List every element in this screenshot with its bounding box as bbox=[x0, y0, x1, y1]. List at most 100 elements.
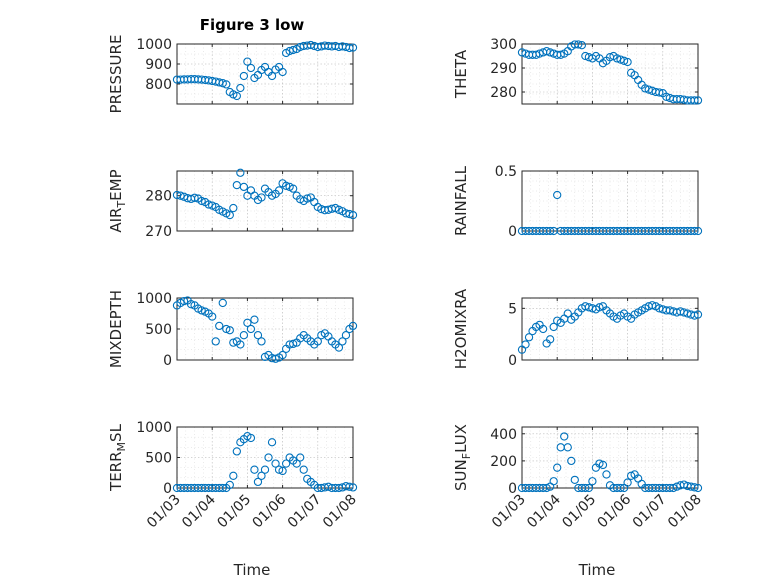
data-point bbox=[348, 43, 358, 52]
data-point bbox=[549, 322, 558, 332]
data-point bbox=[693, 310, 703, 319]
data-point bbox=[274, 186, 284, 195]
axes-box bbox=[521, 297, 699, 361]
data-point bbox=[281, 459, 291, 468]
y-tick-label: 900 bbox=[145, 57, 172, 73]
data-point bbox=[250, 315, 259, 324]
data-point bbox=[232, 447, 241, 456]
data-point bbox=[267, 71, 277, 81]
data-point bbox=[208, 312, 217, 321]
subplot-h2omixra: 0 5 H2OMIXRA bbox=[452, 288, 703, 369]
x-tick-label: 01/07 bbox=[285, 492, 325, 532]
data-point bbox=[229, 471, 238, 480]
data-point bbox=[225, 480, 234, 490]
x-axis-label: Time bbox=[578, 561, 616, 579]
data-point bbox=[246, 433, 256, 443]
data-point bbox=[236, 168, 245, 177]
data-point bbox=[222, 80, 231, 89]
data-point bbox=[546, 226, 555, 236]
data-point bbox=[243, 318, 252, 327]
figure-title: Figure 3 low bbox=[200, 16, 305, 34]
data-point bbox=[598, 460, 608, 470]
data-point bbox=[345, 43, 354, 53]
data-point bbox=[250, 465, 259, 474]
y-tick-label: 1000 bbox=[136, 291, 172, 307]
data-point bbox=[334, 343, 344, 352]
data-point bbox=[574, 40, 583, 49]
data-point bbox=[602, 470, 611, 479]
data-point bbox=[595, 303, 604, 312]
data-point bbox=[246, 63, 256, 73]
y-axis-label: MIXDEPTH bbox=[107, 290, 125, 368]
data-point bbox=[218, 483, 227, 493]
data-point bbox=[190, 193, 199, 202]
data-point bbox=[274, 465, 284, 474]
data-point bbox=[197, 306, 206, 315]
data-point bbox=[278, 67, 287, 77]
data-point bbox=[271, 354, 280, 363]
y-tick-label: 0 bbox=[163, 481, 172, 497]
y-tick-label: 0 bbox=[163, 353, 172, 369]
y-tick-label: 5 bbox=[508, 301, 517, 317]
data-point bbox=[289, 184, 298, 193]
y-tick-label: 200 bbox=[490, 454, 517, 470]
data-point bbox=[236, 83, 245, 93]
data-point bbox=[669, 483, 678, 493]
data-point bbox=[612, 54, 622, 63]
y-tick-label: 1000 bbox=[136, 420, 172, 436]
data-point bbox=[218, 79, 227, 88]
data-point bbox=[176, 191, 185, 200]
data-point bbox=[693, 483, 703, 493]
x-tick-label: 01/08 bbox=[665, 492, 705, 532]
x-tick-label: 01/06 bbox=[250, 491, 290, 531]
data-point bbox=[278, 466, 287, 476]
data-point bbox=[563, 443, 572, 452]
data-point bbox=[345, 209, 354, 219]
data-point bbox=[626, 471, 636, 480]
x-tick-label: 01/08 bbox=[320, 492, 360, 532]
data-point bbox=[338, 337, 347, 346]
y-tick-label: 400 bbox=[490, 427, 517, 443]
data-point bbox=[239, 71, 249, 81]
data-point bbox=[535, 49, 544, 58]
data-point bbox=[303, 194, 312, 203]
axes-box bbox=[176, 170, 354, 232]
data-point bbox=[211, 337, 220, 346]
axes-box bbox=[176, 43, 354, 105]
subplot-grid: 800 900 1000 PRESSURE 280 290 300 THETA 270 280 AI… bbox=[107, 35, 705, 579]
data-point bbox=[581, 51, 590, 61]
data-point bbox=[179, 296, 189, 306]
data-point bbox=[577, 41, 586, 50]
data-point bbox=[253, 477, 263, 487]
data-point bbox=[260, 465, 270, 474]
data-point bbox=[246, 186, 256, 195]
data-point bbox=[197, 196, 206, 206]
data-point bbox=[641, 84, 650, 93]
data-point bbox=[229, 203, 238, 213]
data-point bbox=[690, 226, 699, 236]
data-point bbox=[239, 331, 249, 340]
data-point bbox=[253, 331, 263, 340]
data-point bbox=[246, 324, 256, 334]
data-point bbox=[289, 45, 298, 55]
data-point bbox=[567, 456, 576, 466]
data-point bbox=[531, 50, 541, 59]
data-point bbox=[524, 333, 534, 342]
y-axis-label: AIRTEMP bbox=[107, 169, 128, 232]
data-point bbox=[570, 475, 579, 485]
data-point bbox=[690, 96, 699, 105]
data-point bbox=[619, 56, 629, 65]
x-tick-label: 01/03 bbox=[489, 492, 529, 532]
data-point bbox=[616, 483, 625, 493]
data-point bbox=[232, 91, 241, 101]
data-point bbox=[538, 324, 548, 334]
data-point bbox=[655, 88, 664, 97]
y-axis-label: RAINFALL bbox=[452, 165, 470, 236]
x-axis-label: Time bbox=[233, 561, 271, 579]
y-tick-label: 1000 bbox=[136, 37, 172, 53]
data-point bbox=[257, 471, 266, 480]
data-point bbox=[289, 339, 298, 349]
y-axis-label: TERRMSL bbox=[107, 423, 128, 492]
y-tick-label: 300 bbox=[490, 37, 517, 53]
